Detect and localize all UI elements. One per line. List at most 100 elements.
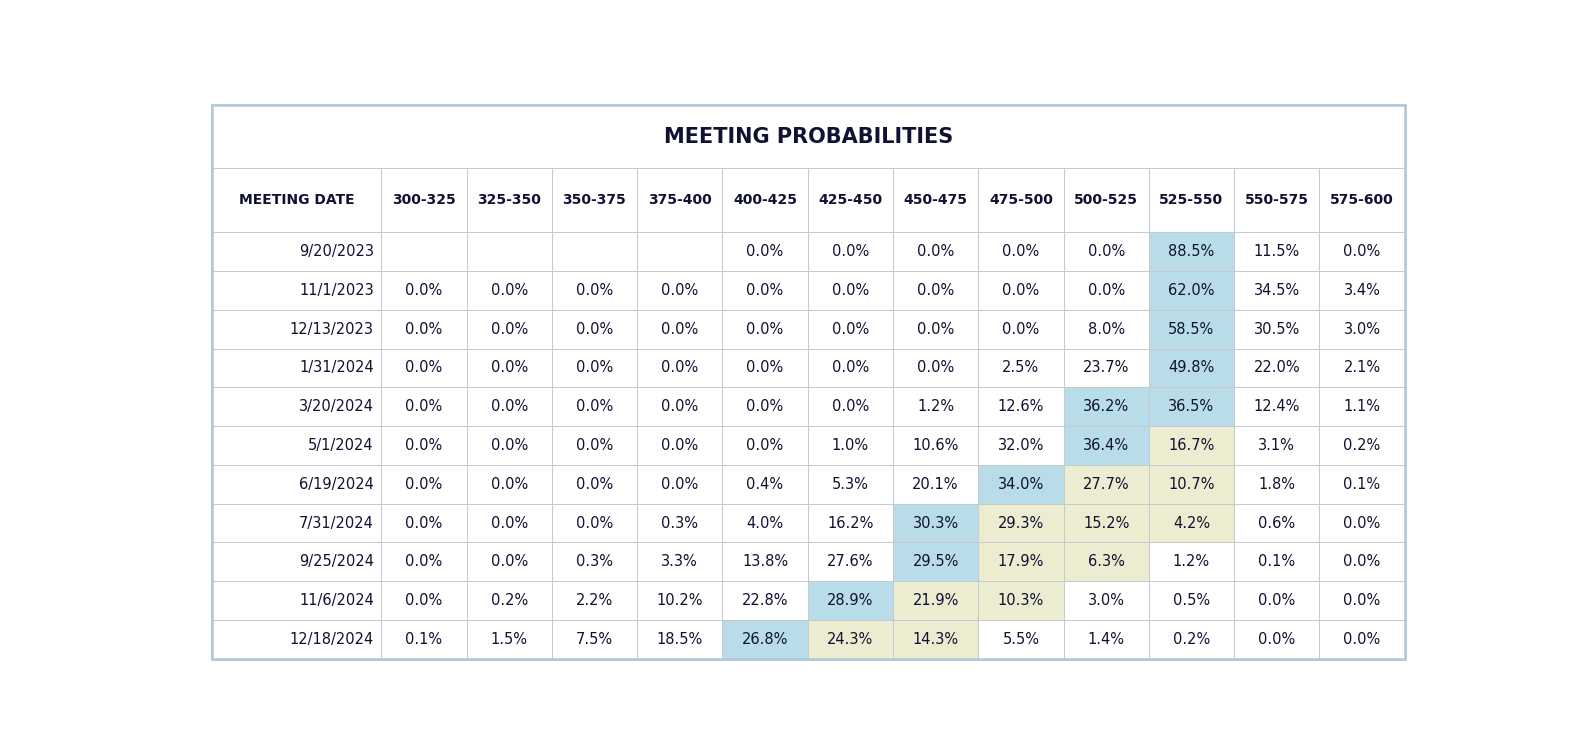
Text: 0.2%: 0.2% (1344, 438, 1380, 453)
Text: 58.5%: 58.5% (1169, 322, 1214, 337)
Text: 0.0%: 0.0% (405, 593, 443, 608)
Bar (1320, 271, 1405, 310)
Bar (637, 168, 722, 232)
Text: 575-600: 575-600 (1329, 193, 1394, 208)
Bar (1063, 168, 1148, 232)
Text: 1/31/2024: 1/31/2024 (300, 360, 374, 375)
Text: 1.2%: 1.2% (916, 399, 954, 414)
Text: 22.0%: 22.0% (1254, 360, 1299, 375)
Text: 10.6%: 10.6% (913, 438, 959, 453)
Text: 0.0%: 0.0% (746, 438, 784, 453)
Text: 11/1/2023: 11/1/2023 (300, 283, 374, 298)
Bar (893, 271, 978, 310)
Bar (1235, 310, 1320, 348)
Bar (382, 168, 467, 232)
Bar (722, 426, 807, 465)
Text: 18.5%: 18.5% (656, 632, 703, 647)
Text: 5.5%: 5.5% (1003, 632, 1039, 647)
Text: 16.7%: 16.7% (1169, 438, 1214, 453)
Bar (893, 542, 978, 581)
Bar (1235, 387, 1320, 426)
Bar (893, 465, 978, 504)
Text: 0.0%: 0.0% (405, 399, 443, 414)
Bar (552, 465, 637, 504)
Text: 400-425: 400-425 (733, 193, 796, 208)
Bar (552, 504, 637, 542)
Text: 88.5%: 88.5% (1169, 244, 1214, 259)
Text: 28.9%: 28.9% (826, 593, 874, 608)
Text: 5.3%: 5.3% (833, 477, 869, 492)
Bar (552, 581, 637, 620)
Text: 27.7%: 27.7% (1083, 477, 1129, 492)
Text: 0.0%: 0.0% (490, 516, 528, 531)
Text: 0.5%: 0.5% (1173, 593, 1210, 608)
Text: 0.0%: 0.0% (1344, 244, 1380, 259)
Bar (552, 426, 637, 465)
Bar (1320, 168, 1405, 232)
Text: 36.4%: 36.4% (1083, 438, 1129, 453)
Bar (1235, 542, 1320, 581)
Bar (1148, 168, 1235, 232)
Bar (382, 620, 467, 659)
Text: 0.0%: 0.0% (916, 283, 954, 298)
Bar (807, 581, 893, 620)
Bar (637, 581, 722, 620)
Bar (1063, 504, 1148, 542)
Bar (382, 387, 467, 426)
Bar (1148, 348, 1235, 387)
Text: 3/20/2024: 3/20/2024 (300, 399, 374, 414)
Text: 15.2%: 15.2% (1083, 516, 1129, 531)
Text: 0.0%: 0.0% (661, 477, 699, 492)
Text: 11/6/2024: 11/6/2024 (300, 593, 374, 608)
Text: 0.1%: 0.1% (405, 632, 443, 647)
Text: 9/25/2024: 9/25/2024 (300, 554, 374, 569)
Bar (1063, 387, 1148, 426)
Text: 0.0%: 0.0% (576, 322, 613, 337)
Text: 0.1%: 0.1% (1344, 477, 1380, 492)
Text: 1.4%: 1.4% (1088, 632, 1124, 647)
Bar (807, 542, 893, 581)
Bar (211, 581, 382, 620)
Bar (722, 504, 807, 542)
Bar (1063, 620, 1148, 659)
Text: 0.0%: 0.0% (576, 360, 613, 375)
Bar (722, 620, 807, 659)
Text: 27.6%: 27.6% (826, 554, 874, 569)
Text: 30.5%: 30.5% (1254, 322, 1299, 337)
Text: 10.7%: 10.7% (1169, 477, 1214, 492)
Bar (978, 232, 1063, 271)
Bar (211, 620, 382, 659)
Bar (552, 348, 637, 387)
Text: 0.3%: 0.3% (661, 516, 699, 531)
Text: 475-500: 475-500 (989, 193, 1053, 208)
Bar (1148, 310, 1235, 348)
Text: 36.5%: 36.5% (1169, 399, 1214, 414)
Bar (807, 387, 893, 426)
Text: 0.0%: 0.0% (831, 244, 869, 259)
Text: 0.1%: 0.1% (1258, 554, 1295, 569)
Text: 0.2%: 0.2% (1173, 632, 1210, 647)
Bar (552, 542, 637, 581)
Text: 0.0%: 0.0% (490, 477, 528, 492)
Bar (722, 465, 807, 504)
Bar (382, 581, 467, 620)
Bar (1148, 542, 1235, 581)
Text: 0.0%: 0.0% (1088, 283, 1124, 298)
Bar (807, 348, 893, 387)
Bar (1235, 504, 1320, 542)
Text: 350-375: 350-375 (563, 193, 626, 208)
Bar (978, 504, 1063, 542)
Text: 0.0%: 0.0% (1344, 516, 1380, 531)
Text: 12.4%: 12.4% (1254, 399, 1299, 414)
Bar (1320, 504, 1405, 542)
Text: 9/20/2023: 9/20/2023 (300, 244, 374, 259)
Bar (978, 310, 1063, 348)
Text: 0.0%: 0.0% (831, 322, 869, 337)
Text: 10.2%: 10.2% (656, 593, 703, 608)
Text: 0.0%: 0.0% (405, 438, 443, 453)
Bar (1148, 232, 1235, 271)
Text: 32.0%: 32.0% (998, 438, 1044, 453)
Text: 0.0%: 0.0% (831, 360, 869, 375)
Text: 6/19/2024: 6/19/2024 (300, 477, 374, 492)
Bar (211, 426, 382, 465)
